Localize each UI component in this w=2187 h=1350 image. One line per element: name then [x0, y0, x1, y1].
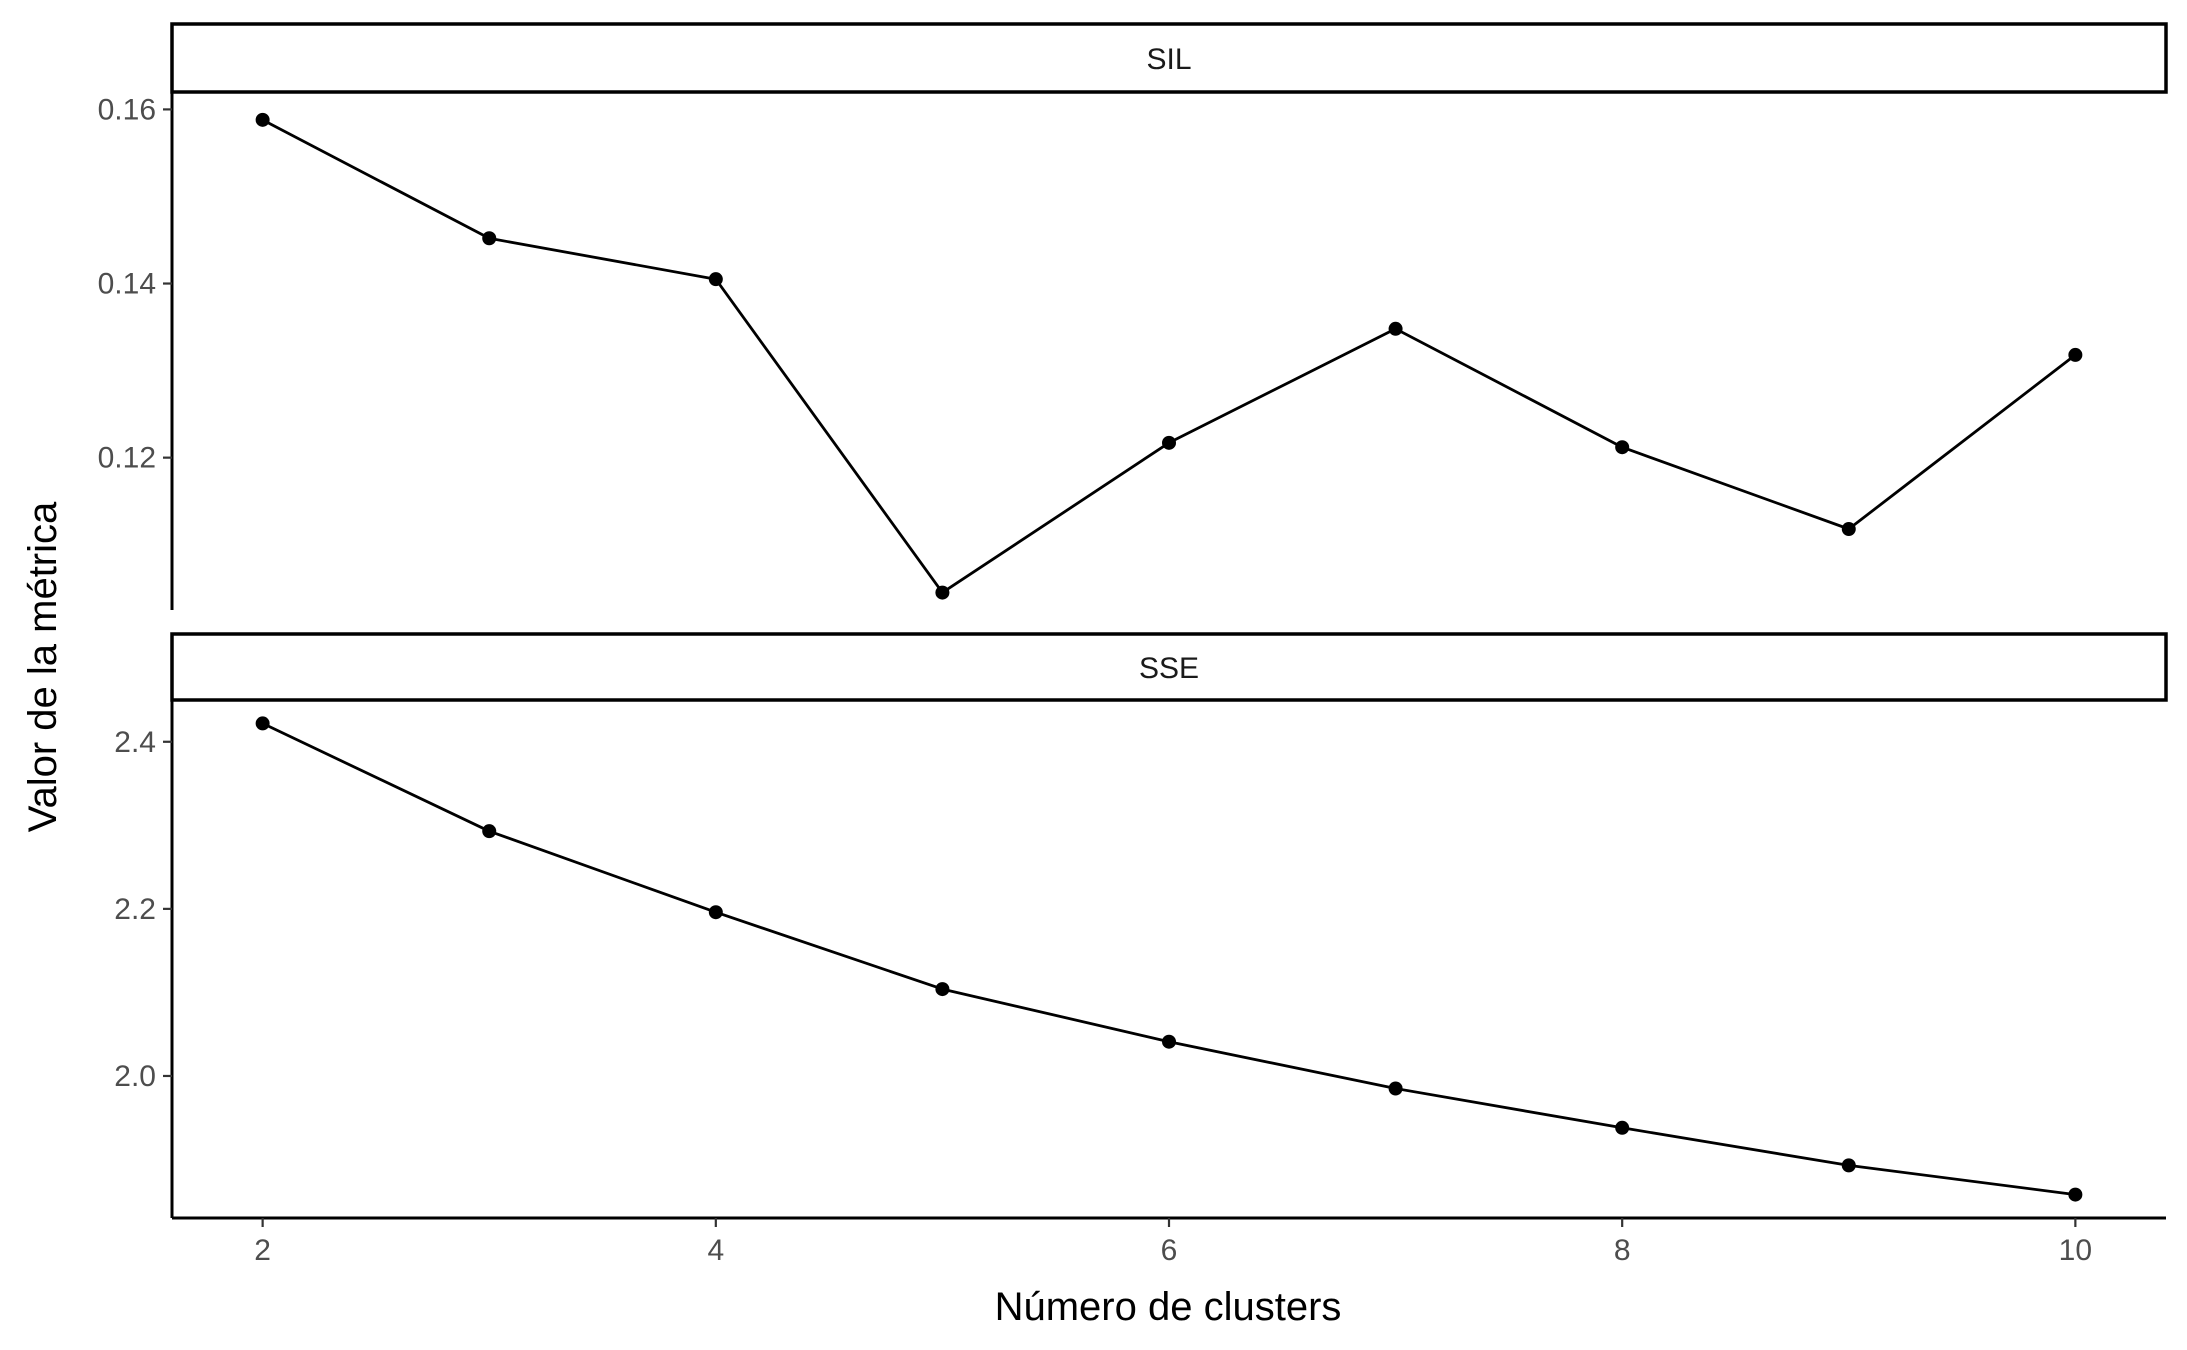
y-tick-label: 0.14: [98, 268, 156, 301]
strip-label: SIL: [1146, 43, 1191, 76]
x-tick-label: 4: [707, 1234, 724, 1267]
x-tick-label: 8: [1614, 1234, 1631, 1267]
data-point: [1841, 1158, 1856, 1173]
data-point: [1388, 321, 1403, 336]
strip-box: [170, 22, 2168, 94]
panel-sse: SSE 2.0 2.2 2.4: [114, 632, 2168, 1218]
x-tick-label: 10: [2059, 1234, 2092, 1267]
x-axis-title: Número de clusters: [995, 1285, 1342, 1329]
data-point: [482, 231, 497, 246]
data-point: [1841, 522, 1856, 537]
data-point: [1162, 435, 1176, 450]
series-line: [261, 118, 2077, 594]
data-point: [255, 716, 270, 731]
data-point: [935, 982, 950, 997]
strip-label: SSE: [1139, 652, 1199, 685]
data-point: [255, 112, 270, 127]
data-point: [935, 585, 950, 600]
data-point: [2068, 1187, 2083, 1202]
x-tick-label: 2: [254, 1234, 271, 1267]
data-point: [708, 272, 723, 287]
x-tick-label: 6: [1161, 1234, 1178, 1267]
y-tick-label: 0.12: [98, 442, 156, 475]
y-tick-label: 2.0: [114, 1060, 156, 1093]
series-line: [261, 722, 2076, 1196]
data-point: [1615, 440, 1630, 455]
panels: SIL 0.12 0.14 0.16 SSE 2.0 2.2 2.4: [98, 22, 2168, 1218]
data-point: [482, 824, 497, 839]
data-point: [1615, 1120, 1630, 1135]
data-point: [1388, 1081, 1403, 1096]
y-axis-title: Valor de la métrica: [21, 501, 65, 832]
data-point: [2068, 347, 2083, 362]
strip-box: [170, 632, 2168, 702]
y-tick-label: 0.16: [98, 93, 156, 126]
x-axis: 2 4 6 8 10: [172, 1216, 2166, 1267]
y-tick-label: 2.2: [114, 893, 156, 926]
data-point: [708, 905, 723, 920]
panel-sil: SIL 0.12 0.14 0.16: [98, 22, 2168, 610]
y-tick-label: 2.4: [114, 726, 156, 759]
data-point: [1162, 1034, 1176, 1049]
